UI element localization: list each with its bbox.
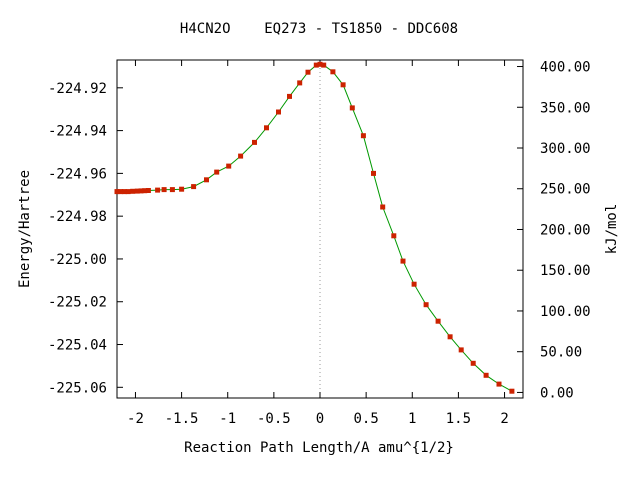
data-point bbox=[380, 204, 386, 210]
data-point bbox=[161, 187, 167, 193]
y-tick-label: -225.02 bbox=[48, 295, 107, 311]
data-point bbox=[114, 189, 120, 195]
x-tick-label: 0 bbox=[316, 411, 324, 427]
data-point bbox=[496, 381, 502, 387]
data-point bbox=[391, 233, 397, 239]
data-point bbox=[214, 169, 220, 175]
data-point bbox=[138, 188, 144, 194]
x-tick-label: -2 bbox=[127, 411, 144, 427]
x-axis-ticks: -2 -1.5 -1 -0.5 0 0.5 1 1.5 2 bbox=[127, 60, 509, 427]
data-point bbox=[458, 347, 464, 353]
y2-tick-label: 300.00 bbox=[540, 141, 591, 157]
data-point bbox=[317, 61, 323, 67]
y2-axis-ticks: 400.00 350.00 300.00 250.00 200.00 150.00 100.… bbox=[517, 60, 591, 401]
data-point bbox=[423, 302, 429, 308]
data-point bbox=[287, 93, 292, 99]
y2-tick-label: 400.00 bbox=[540, 60, 591, 76]
data-point bbox=[191, 184, 197, 190]
y-tick-label: -224.98 bbox=[48, 209, 107, 225]
data-point bbox=[349, 105, 355, 111]
y-tick-label: -225.00 bbox=[48, 252, 107, 268]
data-point bbox=[321, 62, 327, 68]
y-axis-label: Energy/Hartree bbox=[17, 170, 33, 288]
y2-tick-label: 200.00 bbox=[540, 222, 591, 238]
y2-tick-label: 350.00 bbox=[540, 100, 591, 116]
y-axis-ticks: -224.92 -224.94 -224.96 -224.98 -225.00 -225.… bbox=[48, 81, 123, 396]
data-point bbox=[400, 258, 406, 264]
data-point bbox=[142, 188, 148, 194]
y2-tick-label: 250.00 bbox=[540, 182, 591, 198]
y-tick-label: -225.04 bbox=[48, 338, 107, 354]
data-point bbox=[411, 281, 417, 287]
data-point bbox=[313, 62, 319, 68]
data-point bbox=[264, 125, 269, 131]
data-point bbox=[340, 82, 346, 88]
data-point bbox=[360, 133, 366, 139]
x-tick-label: -1 bbox=[219, 411, 236, 427]
data-point bbox=[179, 186, 185, 192]
data-point bbox=[447, 334, 453, 340]
x-tick-label: 1 bbox=[408, 411, 416, 427]
x-tick-label: 2 bbox=[500, 411, 508, 427]
data-point bbox=[155, 187, 161, 193]
data-point bbox=[509, 388, 515, 394]
data-point bbox=[483, 372, 489, 378]
x-tick-label: 0.5 bbox=[353, 411, 378, 427]
x-tick-label: 1.5 bbox=[446, 411, 471, 427]
data-point bbox=[169, 187, 175, 193]
y2-tick-label: 100.00 bbox=[540, 304, 591, 320]
data-point bbox=[130, 188, 136, 194]
y-tick-label: -224.96 bbox=[48, 166, 107, 182]
data-point bbox=[204, 177, 209, 183]
energy-curve bbox=[117, 63, 513, 392]
y2-tick-label: 150.00 bbox=[540, 263, 591, 279]
data-point bbox=[134, 188, 140, 194]
data-point bbox=[470, 360, 476, 366]
data-point bbox=[276, 109, 281, 115]
data-point bbox=[145, 188, 151, 193]
data-point bbox=[226, 163, 232, 169]
data-point bbox=[330, 69, 336, 75]
y-tick-label: -224.94 bbox=[48, 124, 107, 140]
data-point bbox=[238, 153, 244, 159]
data-point bbox=[252, 139, 257, 145]
data-point bbox=[118, 189, 124, 195]
y2-tick-label: 50.00 bbox=[540, 345, 582, 361]
energy-series bbox=[114, 61, 515, 394]
x-axis-label: Reaction Path Length/A amu^{1/2} bbox=[184, 440, 454, 456]
data-point bbox=[121, 189, 127, 195]
data-point bbox=[297, 80, 303, 86]
y2-tick-label: 0.00 bbox=[540, 385, 574, 401]
y-tick-label: -224.92 bbox=[48, 81, 107, 97]
data-point bbox=[435, 318, 441, 324]
x-tick-label: -1.5 bbox=[165, 411, 199, 427]
y-tick-label: -225.06 bbox=[48, 380, 107, 396]
data-point bbox=[125, 189, 131, 195]
x-tick-label: -0.5 bbox=[257, 411, 291, 427]
y2-axis-label: kJ/mol bbox=[604, 204, 620, 255]
data-point bbox=[371, 170, 376, 176]
data-point bbox=[305, 69, 311, 75]
chart-title: H4CN2O EQ273 - TS1850 - DDC608 bbox=[180, 21, 458, 37]
